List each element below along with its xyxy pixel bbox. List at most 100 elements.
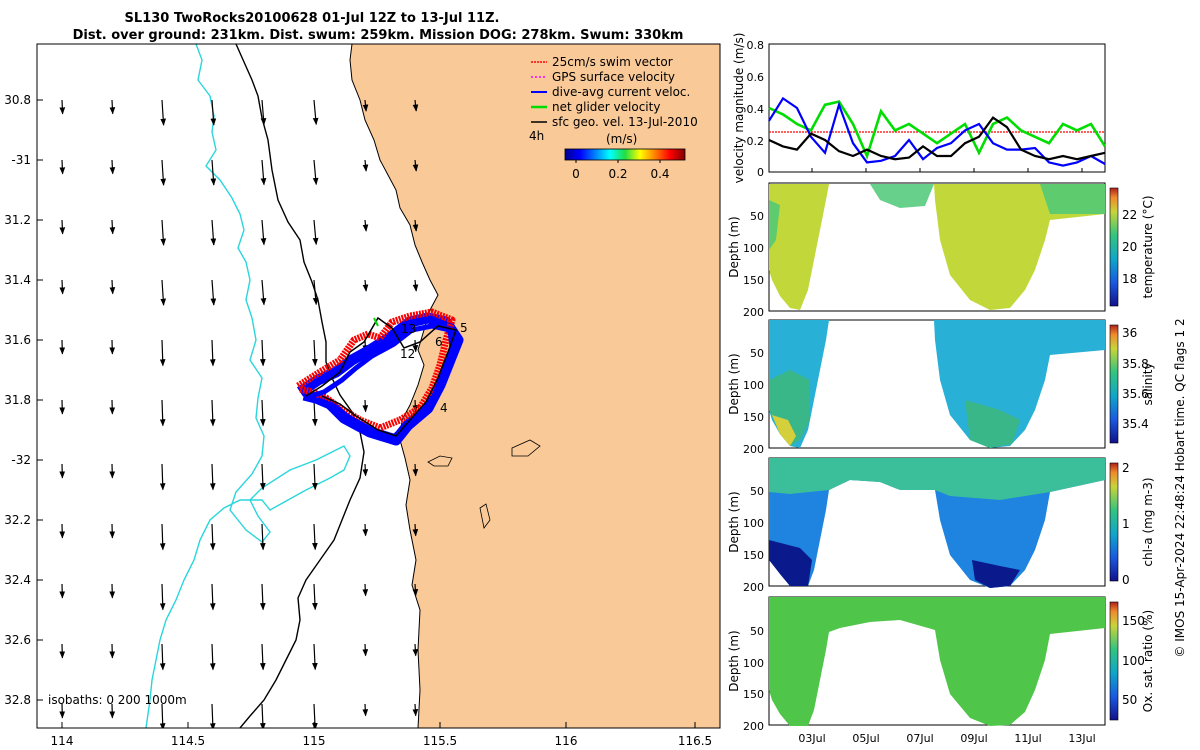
map-x-tick: 114.5 xyxy=(171,734,205,748)
current-vector-arrow xyxy=(159,703,166,728)
track-day-label: 12 xyxy=(400,347,415,361)
current-vector-arrow xyxy=(412,583,419,597)
current-vector-arrow xyxy=(312,523,318,551)
title-line-1: SL130 TwoRocks20100628 01-Jul 12Z to 13-… xyxy=(125,11,500,26)
current-vector-arrow xyxy=(209,339,216,367)
current-vector-arrow xyxy=(259,463,266,491)
chla-surface-green xyxy=(769,458,1105,500)
current-vector-arrow xyxy=(412,523,419,537)
current-vector-arrow xyxy=(159,463,166,491)
chla-colorbar-tick: 2 xyxy=(1122,461,1130,475)
salinity-colorbar-tick: 35.4 xyxy=(1122,417,1149,431)
track-red-vectors xyxy=(296,308,456,432)
current-vector-arrow xyxy=(412,339,419,353)
current-vector-arrow xyxy=(160,279,167,306)
legend-time-label: 4h xyxy=(529,129,544,143)
map-y-tick: 32.4 xyxy=(4,573,31,587)
salinity-green-deep xyxy=(769,370,1020,448)
current-vector-arrow xyxy=(362,399,369,413)
current-vector-arrow xyxy=(160,159,167,186)
temperature-panel: 50 100 150 200 Depth (m) 22 20 18 temper… xyxy=(727,182,1155,319)
temperature-section xyxy=(769,184,1105,310)
current-vector-arrow xyxy=(259,643,266,671)
temperature-colorbar-tick: 22 xyxy=(1122,208,1137,222)
legend-label: GPS surface velocity xyxy=(552,70,675,84)
current-vector-arrow xyxy=(362,703,369,717)
oxygen-colorbar-tick: 100 xyxy=(1122,654,1145,668)
time-x-tick: 03Jul xyxy=(798,732,825,745)
current-vector-arrow xyxy=(362,643,369,657)
current-vector-arrow xyxy=(210,99,217,126)
map-y-tick: 31.6 xyxy=(4,333,31,347)
legend-label: dive-avg current veloc. xyxy=(552,85,690,99)
current-vector-arrow xyxy=(159,399,166,427)
track-day-label: 4 xyxy=(440,401,448,415)
oxygen-y-label: Depth (m) xyxy=(727,630,741,691)
salinity-y-tick: 100 xyxy=(743,379,764,392)
chla-y-label: Depth (m) xyxy=(727,491,741,552)
salinity-colorbar-label: salinity xyxy=(1141,362,1155,405)
current-vector-arrow xyxy=(362,279,369,292)
current-vector-arrow xyxy=(412,279,419,292)
salinity-panel: 50 100 150 200 Depth (m) 36 35.8 35.6 35… xyxy=(727,319,1155,456)
current-vector-arrow xyxy=(412,463,419,477)
map-legend: 25cm/s swim vector GPS surface velocity … xyxy=(529,55,698,181)
track-black-line xyxy=(305,316,457,437)
map-y-tick: -32 xyxy=(11,453,31,467)
current-vector-arrow xyxy=(210,219,217,246)
salinity-colorbar-tick: 36 xyxy=(1122,326,1137,340)
chla-panel: 50 100 150 200 Depth (m) 2 1 0 chl-a (mg… xyxy=(727,457,1155,594)
current-vector-arrow xyxy=(160,219,167,246)
island xyxy=(511,439,541,457)
velocity-y-tick: 0.2 xyxy=(747,135,765,148)
oxygen-panel: 50 100 150 200 Depth (m) 150 100 50 Ox. … xyxy=(727,596,1155,745)
current-vector-arrow xyxy=(109,159,116,175)
current-vector-arrow xyxy=(109,99,116,115)
velocity-series-net-glider-velocity xyxy=(768,100,1107,160)
current-vector-arrow xyxy=(59,219,66,235)
current-vector-arrow xyxy=(362,583,369,597)
salinity-colorbar-tick: 35.6 xyxy=(1122,387,1149,401)
chla-colorbar xyxy=(1109,462,1119,582)
chla-colorbar-label: chl-a (mg m-3) xyxy=(1141,477,1155,566)
map-y-tick: 31.2 xyxy=(4,213,31,227)
map-x-tick: 116 xyxy=(555,734,578,748)
oxygen-y-tick: 200 xyxy=(743,720,764,733)
time-x-tick: 05Jul xyxy=(852,732,879,745)
credit-text: © IMOS 15-Apr-2024 22:48:24 Hobart time.… xyxy=(1173,318,1187,657)
map-y-tick: -31 xyxy=(11,153,31,167)
temperature-y-tick: 200 xyxy=(743,306,764,319)
map-y-tick: 32.6 xyxy=(4,633,31,647)
section-panels: 50 100 150 200 Depth (m) 22 20 18 temper… xyxy=(727,182,1187,745)
map-y-tick: 31.8 xyxy=(4,393,31,407)
current-vector-arrow xyxy=(260,159,267,186)
oxygen-y-tick: 100 xyxy=(743,657,764,670)
land-mass xyxy=(350,44,720,728)
map-y-tick: 32.8 xyxy=(4,693,31,707)
salinity-y-tick: 50 xyxy=(750,347,764,360)
current-vector-arrow xyxy=(412,99,419,112)
current-vector-arrow xyxy=(312,463,318,491)
current-vector-arrow xyxy=(159,523,166,551)
chla-y-tick: 100 xyxy=(743,517,764,530)
current-vector-arrow xyxy=(312,99,319,126)
map-x-tick: 116.5 xyxy=(678,734,712,748)
current-vector-arrow xyxy=(362,159,369,172)
salinity-colorbar xyxy=(1109,324,1119,444)
oxygen-colorbar xyxy=(1109,601,1119,721)
map-panel: 13 5 6 12 4 114 114.5 115 115.5 116 116.… xyxy=(4,43,721,748)
current-vector-arrow xyxy=(312,583,318,611)
current-vector-arrow xyxy=(259,339,266,367)
current-vector-arrow xyxy=(412,159,419,172)
velocity-plot-frame xyxy=(768,43,1106,173)
salinity-y-label: Depth (m) xyxy=(727,353,741,414)
velocity-panel: 0.8 0.6 0.4 0.2 0 velocity magnitude (m/… xyxy=(732,33,1107,725)
current-vector-arrow xyxy=(362,99,369,112)
salinity-y-tick: 200 xyxy=(743,443,764,456)
glider-track xyxy=(296,308,464,446)
title-line-2: Dist. over ground: 231km. Dist. swum: 25… xyxy=(73,28,684,43)
velocity-y-tick: 0.6 xyxy=(747,71,765,84)
time-x-tick: 11Jul xyxy=(1014,732,1041,745)
current-vector-arrow xyxy=(260,99,267,126)
